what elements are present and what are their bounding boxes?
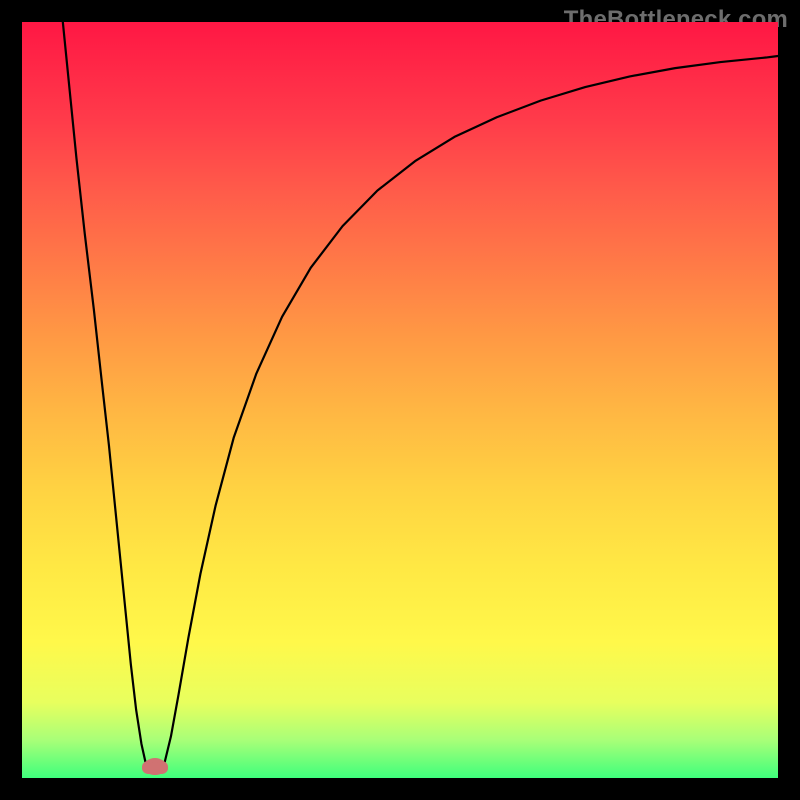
dip-marker (144, 758, 167, 775)
plot-area (22, 22, 778, 778)
chart-frame: TheBottleneck.com (0, 0, 800, 800)
left-branch-path (63, 22, 150, 773)
right-branch-path (160, 56, 778, 773)
curve-svg (22, 22, 778, 778)
